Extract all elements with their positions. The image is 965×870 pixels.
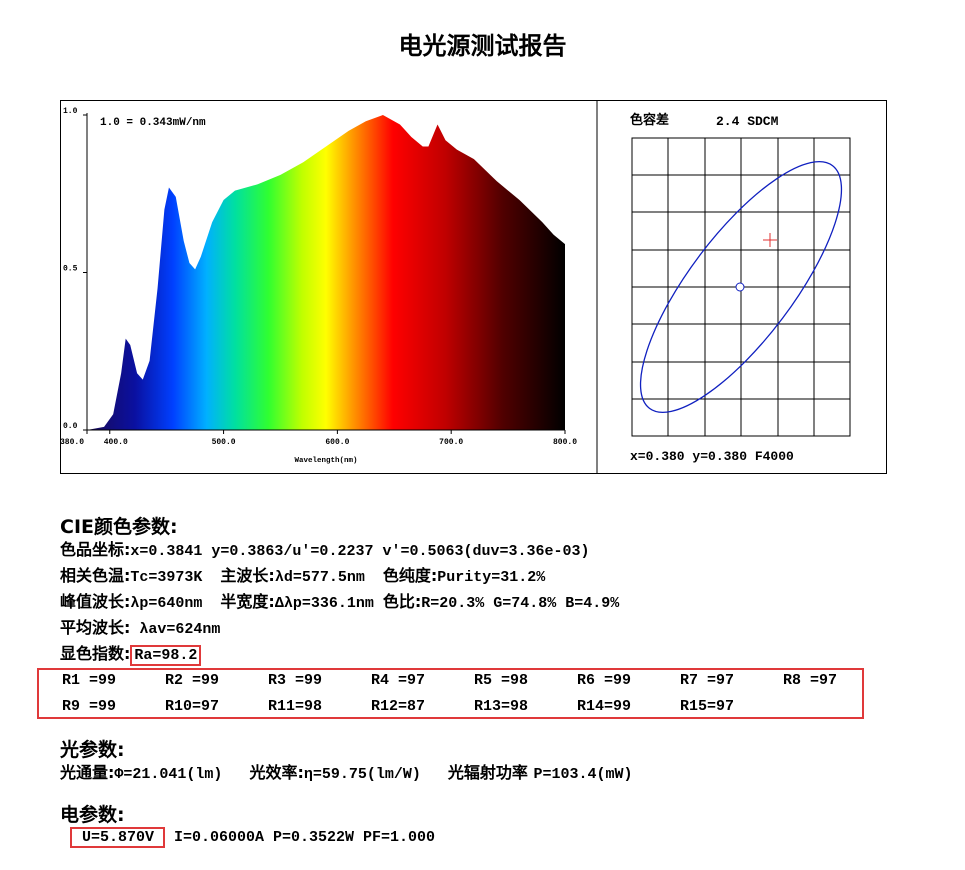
label: 半宽度: <box>220 592 275 611</box>
label: 显色指数: <box>60 644 131 663</box>
x-tick-label: 800.0 <box>553 438 577 447</box>
y-tick-label: 0.5 <box>63 265 78 274</box>
cie-line: 峰值波长:λp=640nm 半宽度:Δλp=336.1nm 色比:R=20.3%… <box>60 590 619 614</box>
x-axis-label: Wavelength(nm) <box>294 457 357 465</box>
tolerance-footer: x=0.380 y=0.380 F4000 <box>630 449 794 464</box>
label: 相关色温: <box>60 566 131 585</box>
x-tick-label: 700.0 <box>439 438 463 447</box>
render-index: R8 =97 <box>783 672 838 689</box>
value: Φ=21.041(lm) <box>114 766 250 783</box>
render-index: R2 =99 <box>165 672 220 689</box>
photo-line: 光通量:Φ=21.041(lm) 光效率:η=59.75(lm/W) 光辐射功率… <box>60 761 632 785</box>
value: Ra=98.2 <box>130 645 202 666</box>
frame <box>60 100 887 474</box>
label: 光辐射功率 <box>447 763 534 782</box>
render-index: R7 =97 <box>680 672 735 689</box>
render-index: R5 =98 <box>474 672 529 689</box>
report-title: 电光源测试报告 <box>398 32 567 60</box>
spectrum-area <box>87 115 565 430</box>
tolerance-label: 色容差 <box>630 112 669 128</box>
render-index: R6 =99 <box>577 672 632 689</box>
x-tick-label: 380.0 <box>60 438 84 447</box>
render-index: R10=97 <box>165 698 220 715</box>
tolerance-value: 2.4 SDCM <box>716 114 779 129</box>
cie-line: 平均波长: λav=624nm <box>60 616 220 640</box>
render-index: R1 =99 <box>62 672 117 689</box>
tolerance-ellipse <box>639 160 843 414</box>
cie-line: 色品坐标:x=0.3841 y=0.3863/u'=0.2237 v'=0.50… <box>60 538 589 562</box>
value: R=20.3% G=74.8% B=4.9% <box>421 595 620 612</box>
center-point <box>735 282 745 292</box>
label: 平均波长: <box>60 618 131 637</box>
value: λp=640nm <box>130 595 221 612</box>
value: Purity=31.2% <box>437 569 546 586</box>
x-tick-label: 600.0 <box>325 438 349 447</box>
render-index: R14=99 <box>577 698 632 715</box>
y-tick-label: 0.0 <box>63 422 78 431</box>
elec-line: U=5.870V I=0.06000A P=0.3522W PF=1.000 <box>70 826 435 850</box>
value: U=5.870V <box>70 827 166 848</box>
value: I=0.06000A P=0.3522W PF=1.000 <box>165 829 436 846</box>
render-index: R12=87 <box>371 698 426 715</box>
render-table <box>37 668 864 719</box>
x-tick-label: 500.0 <box>212 438 236 447</box>
label: 色纯度: <box>382 566 438 585</box>
render-index: R9 =99 <box>62 698 117 715</box>
value: λav=624nm <box>130 621 221 638</box>
label: 峰值波长: <box>60 592 131 611</box>
figures: 色容差 2.4 SDCM x=0.380 y=0.380 F4000 0.0 0.… <box>60 100 887 474</box>
value: P=103.4(mW) <box>533 766 633 783</box>
section-heading: 电参数: <box>60 804 125 826</box>
value: η=59.75(lm/W) <box>303 766 448 783</box>
value: x=0.3841 y=0.3863/u'=0.2237 v'=0.5063(du… <box>130 543 590 560</box>
render-index: R13=98 <box>474 698 529 715</box>
render-index: R3 =99 <box>268 672 323 689</box>
scale-note: 1.0 = 0.343mW/nm <box>100 117 206 129</box>
measured-point <box>763 233 777 247</box>
x-tick-label: 400.0 <box>104 438 128 447</box>
value: Tc=3973K <box>130 569 221 586</box>
label: 光效率: <box>249 763 304 782</box>
value: λd=577.5nm <box>274 569 383 586</box>
render-index: R4 =97 <box>371 672 426 689</box>
render-index: R15=97 <box>680 698 735 715</box>
label: 色品坐标: <box>60 540 131 559</box>
cie-line: 相关色温:Tc=3973K 主波长:λd=577.5nm 色纯度:Purity=… <box>60 564 545 588</box>
render-index: R11=98 <box>268 698 323 715</box>
label: 主波长: <box>220 566 275 585</box>
y-tick-label: 1.0 <box>63 107 78 116</box>
label: 色比: <box>382 592 422 611</box>
value: Δλp=336.1nm <box>274 595 383 612</box>
label: 光通量: <box>60 763 115 782</box>
section-heading: CIE颜色参数: <box>60 516 178 538</box>
section-heading: 光参数: <box>60 739 125 761</box>
cie-line: 显色指数: Ra=98.2 <box>60 642 202 666</box>
